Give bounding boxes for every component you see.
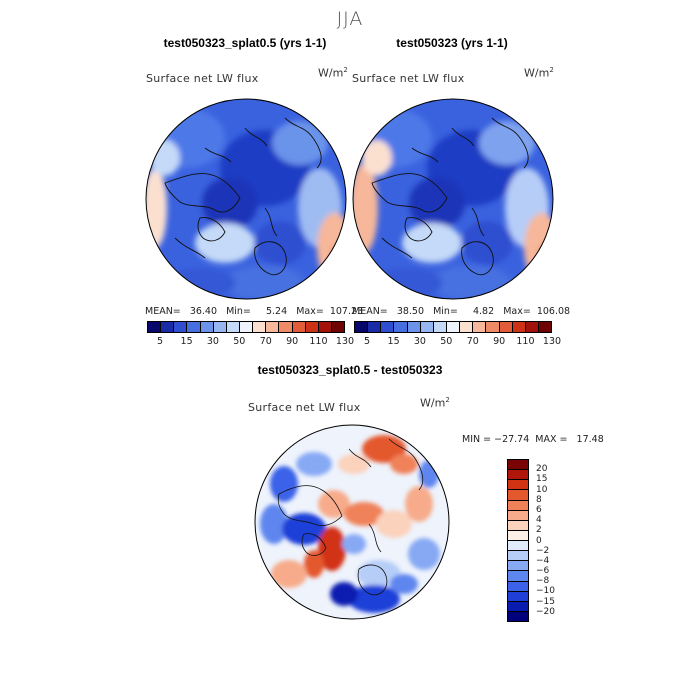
colorbar-right-tick-110: 110: [516, 336, 535, 347]
panel-right-title: test050323 (yrs 1-1): [396, 36, 508, 50]
colorbar-left-swatch-9: [265, 322, 279, 332]
colorbar-diff-tick-4: 4: [536, 515, 542, 526]
colorbar-diff: [507, 459, 529, 622]
main-title: JJA: [336, 8, 364, 30]
colorbar-right-swatch-5: [419, 322, 433, 332]
colorbar-diff-tick-neg4: −4: [536, 555, 550, 566]
colorbar-left-swatch-7: [238, 322, 253, 332]
panel-left-stats: MEAN= 36.40 Min= 5.24 Max= 107.23: [145, 306, 364, 317]
colorbar-right-swatch-12: [511, 322, 525, 332]
colorbar-right-swatch-2: [380, 322, 394, 332]
panel-right-field-label: Surface net LW flux: [352, 72, 465, 85]
colorbar-left-tick-130: 130: [335, 336, 355, 347]
colorbar-diff-tick-neg15: −15: [536, 596, 555, 607]
colorbar-right-swatch-3: [393, 322, 407, 332]
colorbar-left-tick-30: 30: [206, 336, 219, 347]
colorbar-right-tick-30: 30: [413, 336, 426, 347]
panel-left-map: [145, 98, 347, 300]
colorbar-diff-tick-2: 2: [536, 525, 542, 536]
colorbar-diff-swatch-6: [508, 519, 528, 530]
colorbar-diff-tick-neg6: −6: [536, 566, 550, 577]
colorbar-right-tick-130: 130: [542, 336, 562, 347]
colorbar-diff-tick-6: 6: [536, 504, 542, 515]
colorbar-diff-tick-neg10: −10: [536, 586, 555, 597]
colorbar-left-swatch-8: [252, 322, 266, 332]
colorbar-right-swatch-1: [367, 322, 381, 332]
colorbar-diff-ticks: 20 15 10 8 6 4 2 0 −2 −4 −6 −8 −10 −15 −…: [536, 459, 576, 622]
colorbar-diff-tick-10: 10: [536, 484, 548, 495]
colorbar-left-swatch-3: [186, 322, 200, 332]
colorbar-right-swatch-9: [472, 322, 486, 332]
colorbar-left-swatch-6: [225, 322, 239, 332]
colorbar-left-tick-15: 15: [180, 336, 193, 347]
colorbar-diff-tick-neg8: −8: [536, 576, 550, 587]
colorbar-left-swatch-5: [212, 322, 226, 332]
diff-panel-stats: MIN = −27.74 MAX = 17.48: [462, 434, 604, 445]
colorbar-left-swatch-12: [304, 322, 318, 332]
colorbar-right-swatch-8: [459, 322, 473, 332]
colorbar-diff-swatch-13: [508, 590, 528, 601]
panel-left-units: W/m2: [318, 66, 348, 80]
colorbar-right-tick-5: 5: [364, 336, 371, 347]
colorbar-left-ticks: 5 15 30 50 70 90 110 130: [147, 336, 354, 350]
colorbar-left-tick-110: 110: [309, 336, 328, 347]
panel-right-stats: MEAN= 38.50 Min= 4.82 Max= 106.08: [352, 306, 571, 317]
colorbar-diff-swatch-8: [508, 540, 528, 551]
colorbar-right-swatch-10: [485, 322, 499, 332]
colorbar-diff-swatch-11: [508, 570, 528, 581]
colorbar-right-tick-70: 70: [466, 336, 479, 347]
colorbar-diff-swatch-5: [508, 509, 528, 520]
colorbar-diff-swatch-1: [508, 469, 528, 480]
colorbar-left-tick-70: 70: [259, 336, 272, 347]
panel-right-map: [352, 98, 554, 300]
colorbar-left-swatch-1: [160, 322, 174, 332]
panel-left-field-label: Surface net LW flux: [146, 72, 259, 85]
colorbar-right-tick-90: 90: [493, 336, 506, 347]
colorbar-diff-tick-15: 15: [536, 474, 548, 485]
colorbar-diff-swatch-3: [508, 489, 528, 500]
colorbar-left-swatch-14: [330, 322, 345, 332]
colorbar-diff-tick-8: 8: [536, 494, 542, 505]
colorbar-diff-swatch-2: [508, 479, 528, 490]
colorbar-left-swatch-13: [317, 322, 331, 332]
colorbar-right-swatch-14: [537, 322, 552, 332]
colorbar-right-swatch-4: [406, 322, 420, 332]
colorbar-diff-tick-20: 20: [536, 464, 548, 475]
colorbar-left-swatch-10: [278, 322, 292, 332]
colorbar-left: [147, 321, 345, 333]
colorbar-left-swatch-4: [199, 322, 213, 332]
colorbar-diff-swatch-9: [508, 550, 528, 561]
panel-left-title: test050323_splat0.5 (yrs 1-1): [163, 36, 327, 50]
colorbar-diff-tick-neg2: −2: [536, 545, 550, 556]
colorbar-left-tick-50: 50: [233, 336, 246, 347]
diff-panel-map: [254, 424, 450, 620]
colorbar-right-swatch-0: [355, 322, 368, 332]
diff-panel-units: W/m2: [420, 396, 450, 410]
colorbar-diff-swatch-7: [508, 529, 528, 540]
colorbar-left-swatch-0: [148, 322, 161, 332]
colorbar-right-ticks: 5 15 30 50 70 90 110 130: [354, 336, 561, 350]
colorbar-diff-swatch-14: [508, 600, 528, 611]
colorbar-right-swatch-7: [445, 322, 460, 332]
colorbar-left-swatch-11: [291, 322, 305, 332]
colorbar-left-swatch-2: [173, 322, 187, 332]
colorbar-right-swatch-11: [498, 322, 512, 332]
colorbar-left-tick-90: 90: [286, 336, 299, 347]
colorbar-diff-swatch-10: [508, 560, 528, 571]
colorbar-diff-tick-neg20: −20: [536, 606, 555, 617]
diff-panel-title: test050323_splat0.5 - test050323: [257, 363, 443, 377]
colorbar-diff-swatch-0: [508, 460, 528, 470]
colorbar-right-tick-15: 15: [387, 336, 400, 347]
colorbar-right: [354, 321, 552, 333]
colorbar-diff-swatch-4: [508, 499, 528, 510]
panel-right-units: W/m2: [524, 66, 554, 80]
colorbar-diff-swatch-15: [508, 610, 528, 621]
colorbar-left-tick-5: 5: [157, 336, 164, 347]
colorbar-right-swatch-6: [432, 322, 446, 332]
colorbar-right-tick-50: 50: [440, 336, 453, 347]
colorbar-right-swatch-13: [524, 322, 538, 332]
diff-panel-field-label: Surface net LW flux: [248, 401, 361, 414]
colorbar-diff-swatch-12: [508, 580, 528, 591]
colorbar-diff-tick-0: 0: [536, 535, 542, 546]
